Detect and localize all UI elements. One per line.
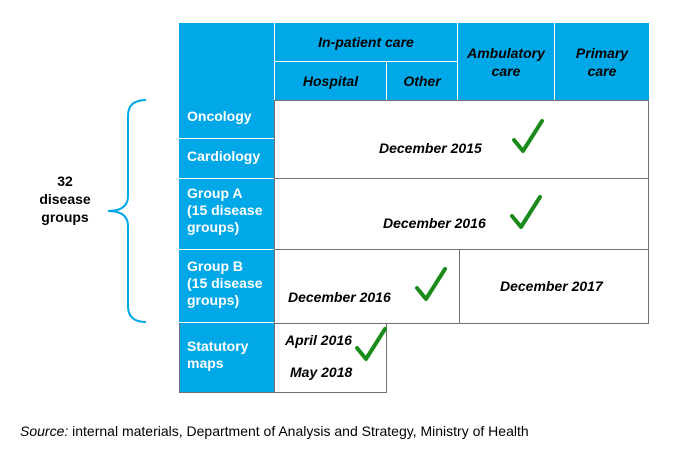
curly-brace-icon xyxy=(107,99,147,323)
row-label-oncology: Oncology xyxy=(181,102,273,131)
ambulatory-line1: Ambulatory xyxy=(467,44,545,61)
disease-groups-line3: groups xyxy=(41,209,89,225)
row-label-group-a: Group A (15 disease groups) xyxy=(181,179,273,242)
source-text: internal materials, Department of Analys… xyxy=(68,423,529,439)
ambulatory-care-header: Ambulatory care xyxy=(458,23,554,100)
date-group-a: December 2016 xyxy=(383,215,486,231)
group-b-line1: Group B xyxy=(187,258,243,274)
inpatient-care-header: In-patient care xyxy=(318,34,414,50)
statutory-line2: maps xyxy=(187,355,224,371)
checkmark-icon xyxy=(512,119,544,153)
date-group-b-right: December 2017 xyxy=(500,278,603,294)
group-b-line3: groups) xyxy=(187,292,240,308)
primary-care-header: Primary care xyxy=(555,23,649,100)
primary-line1: Primary xyxy=(575,44,629,61)
hospital-header: Hospital xyxy=(302,73,359,89)
checkmark-icon xyxy=(510,195,542,229)
date-statutory-2: May 2018 xyxy=(290,364,353,380)
date-statutory-1: April 2016 xyxy=(285,332,352,348)
row-label-group-b: Group B (15 disease groups) xyxy=(181,252,273,315)
date-oncology-cardiology: December 2015 xyxy=(379,140,482,156)
checkmark-icon xyxy=(355,327,387,361)
row-label-statutory-maps: Statutory maps xyxy=(181,332,273,378)
group-a-line2: (15 disease xyxy=(187,202,263,218)
disease-groups-label: 32 disease groups xyxy=(30,172,100,226)
other-header: Other xyxy=(403,73,441,89)
date-group-b-left: December 2016 xyxy=(288,289,391,305)
disease-groups-line2: disease xyxy=(39,191,91,207)
primary-line2: care xyxy=(587,62,617,79)
group-a-line1: Group A xyxy=(187,185,243,201)
group-a-line3: groups) xyxy=(187,219,240,235)
checkmark-icon xyxy=(415,267,447,301)
disease-groups-count: 32 xyxy=(57,173,73,189)
source-note: Source: internal materials, Department o… xyxy=(20,423,680,439)
source-label: Source: xyxy=(20,423,69,439)
row-label-cardiology: Cardiology xyxy=(181,142,273,171)
group-b-line2: (15 disease xyxy=(187,275,263,291)
statutory-line1: Statutory xyxy=(187,338,249,354)
ambulatory-line2: care xyxy=(491,62,521,79)
